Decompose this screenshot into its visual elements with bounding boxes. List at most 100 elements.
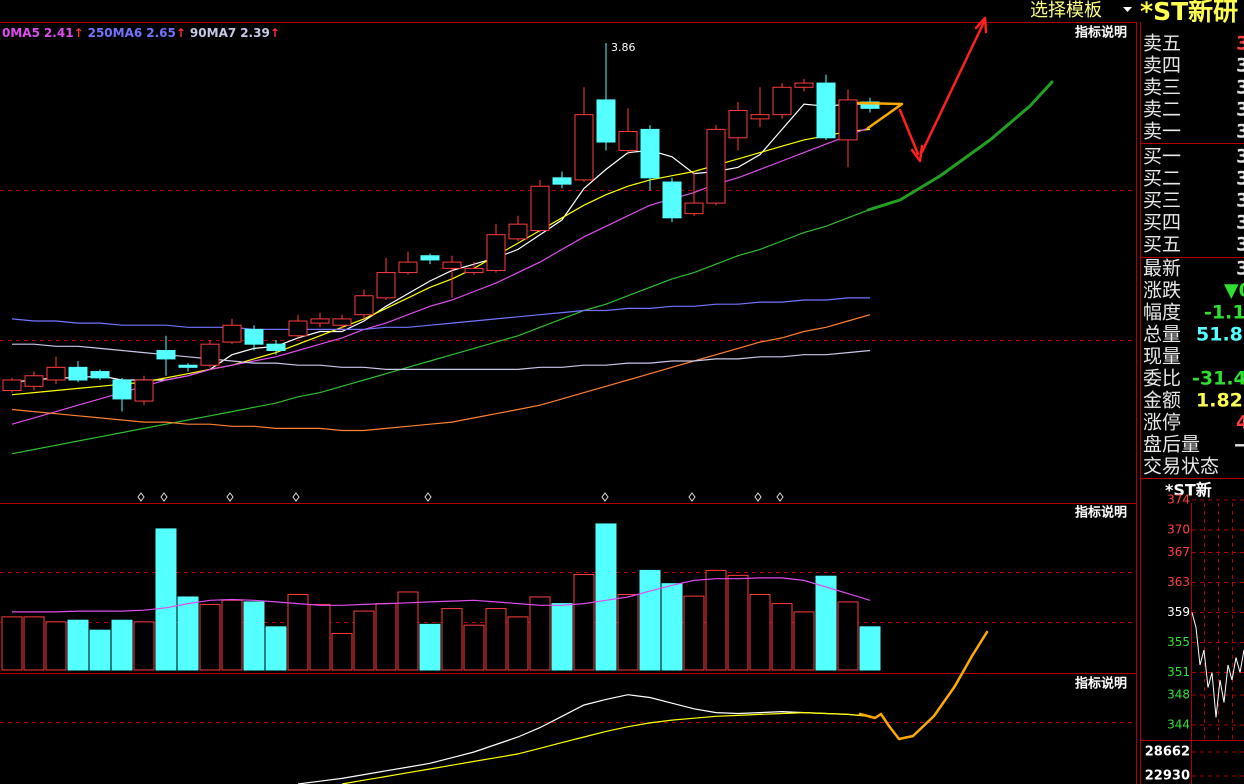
volume-bar — [441, 608, 463, 671]
volume-bar — [749, 593, 771, 671]
template-button[interactable]: 选择模板 — [1030, 0, 1102, 21]
ma-line — [11, 126, 871, 425]
volume-bar — [683, 595, 705, 671]
quote-label: 委比 — [1143, 368, 1181, 390]
candle-body — [662, 181, 682, 219]
legend-name: 250MA6 — [88, 26, 143, 40]
hand-annotations — [856, 16, 1054, 741]
candle-body — [2, 379, 22, 392]
candle-body — [574, 114, 594, 181]
volume-bar — [793, 611, 815, 671]
price-line — [1191, 612, 1244, 718]
volume-bar — [89, 629, 111, 671]
candle-body — [244, 328, 264, 345]
candle-body — [794, 82, 814, 88]
volume-bar — [837, 601, 859, 671]
volume-bar — [67, 619, 89, 671]
volume-bar — [595, 523, 617, 671]
quote-value: 3 — [1236, 234, 1244, 256]
quote-value: 3 — [1236, 146, 1244, 168]
volume-bar — [265, 626, 287, 671]
legend-value: 2.41 — [44, 26, 74, 40]
volume-bar — [705, 569, 727, 671]
quote-label: 幅度 — [1143, 302, 1181, 324]
volume-bar — [177, 596, 199, 671]
volume-bar — [287, 593, 309, 671]
volume-bar — [1, 616, 23, 671]
drawn-line — [858, 630, 989, 741]
quote-value: 3 — [1236, 33, 1244, 55]
quote-label: 卖一 — [1143, 121, 1181, 143]
quote-label: 最新 — [1143, 258, 1181, 280]
quote-label: 金额 — [1143, 390, 1181, 412]
ma-line — [11, 314, 871, 432]
y-tick-label: 351 — [1167, 665, 1190, 679]
candle-body — [486, 234, 506, 271]
candle-body — [354, 295, 374, 316]
volume-bar — [397, 591, 419, 671]
quote-value: 1.828 — [1196, 390, 1244, 412]
volume-bar — [243, 601, 265, 671]
legend-trend: ↑ — [74, 26, 84, 40]
quote-label: 卖二 — [1143, 99, 1181, 121]
volume-bar — [727, 574, 749, 671]
candle-body — [684, 202, 704, 215]
legend-value: 2.39 — [240, 26, 270, 40]
stock-name: *ST新研 — [1140, 0, 1238, 26]
quote-label: 卖四 — [1143, 55, 1181, 77]
candle-body — [332, 318, 352, 326]
quote-label: 买一 — [1143, 146, 1181, 168]
quote-label: 买二 — [1143, 168, 1181, 190]
candle-body — [90, 371, 110, 379]
arrow — [898, 108, 920, 156]
quote-label: 买四 — [1143, 212, 1181, 234]
volume-bar — [111, 619, 133, 671]
volume-bar — [133, 621, 155, 671]
legend-value: 2.65 — [146, 26, 176, 40]
quote-value: 51.88 — [1196, 324, 1244, 346]
arrow-head — [974, 16, 988, 34]
y-tick-label: 355 — [1167, 635, 1190, 649]
candle-body — [772, 86, 792, 116]
candle-body — [398, 261, 418, 274]
quote-value: 3 — [1236, 258, 1244, 280]
candle-body — [200, 343, 220, 366]
candle-body — [134, 379, 154, 402]
quote-value: 3 — [1236, 121, 1244, 143]
y-tick-label: 367 — [1167, 545, 1190, 559]
volume-bar — [617, 593, 639, 671]
candle-body — [530, 185, 550, 231]
volume-bar — [485, 608, 507, 671]
volume-bar — [331, 632, 353, 671]
candle-body — [112, 379, 132, 400]
candle-body — [24, 375, 44, 387]
high-annotation: 3.86 — [611, 41, 636, 54]
candle-body — [442, 261, 462, 269]
volume-bar — [573, 574, 595, 671]
y-tick-label: 348 — [1167, 688, 1190, 702]
arrow — [920, 20, 986, 154]
quote-value: 3 — [1236, 77, 1244, 99]
volume-bar — [507, 616, 529, 671]
candle-body — [860, 101, 880, 109]
y-tick-label: 374 — [1167, 493, 1190, 507]
candle-body — [640, 128, 660, 179]
candle-body — [68, 366, 88, 381]
ma-line — [11, 208, 871, 455]
quote-label: 卖五 — [1143, 33, 1181, 55]
candle-body — [156, 349, 176, 360]
index-label: 指标说明 — [1075, 505, 1127, 521]
quote-label: 涨停 — [1143, 412, 1181, 434]
volume-bar — [309, 603, 331, 671]
volume-bar — [639, 569, 661, 671]
ma-line — [12, 343, 871, 370]
legend-trend: ↑ — [270, 26, 280, 40]
indicator-line — [297, 694, 871, 784]
quote-label: 涨跌 — [1143, 280, 1181, 302]
quote-value: 3 — [1236, 99, 1244, 121]
dropdown-arrow[interactable] — [1123, 7, 1132, 12]
volume-bar — [353, 610, 375, 671]
candle-body — [46, 366, 66, 381]
